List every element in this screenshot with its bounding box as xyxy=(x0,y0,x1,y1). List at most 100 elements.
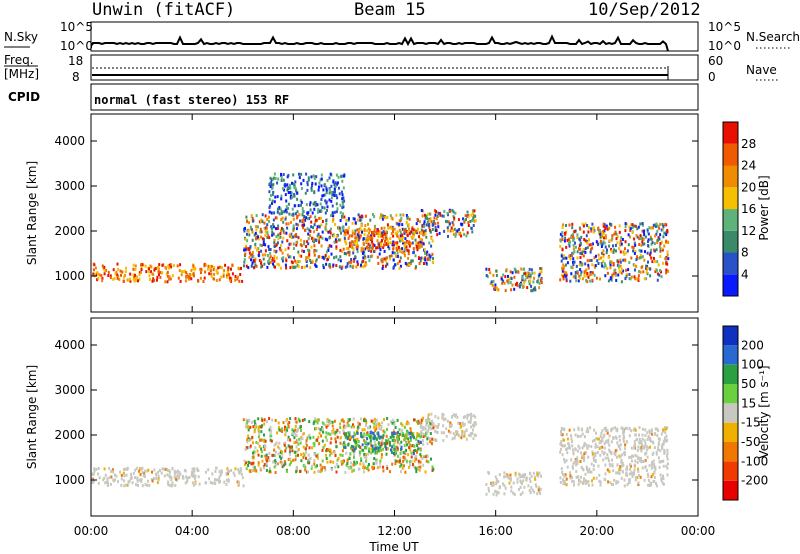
heatmap-cell xyxy=(340,214,343,218)
heatmap-cell xyxy=(255,214,258,218)
heatmap-cell xyxy=(642,270,645,274)
heatmap-cell xyxy=(442,424,445,428)
heatmap-cell xyxy=(406,230,409,234)
heatmap-cell xyxy=(591,246,594,250)
heatmap-cell xyxy=(288,445,291,449)
heatmap-cell xyxy=(599,453,602,457)
heatmap-cell xyxy=(400,217,403,221)
heatmap-cell xyxy=(643,478,646,482)
heatmap-cell xyxy=(410,241,413,245)
heatmap-cell xyxy=(410,432,413,436)
heatmap-cell xyxy=(271,184,273,188)
heatmap-cell xyxy=(417,439,420,443)
heatmap-cell xyxy=(224,263,227,267)
heatmap-cell xyxy=(452,229,454,232)
heatmap-cell xyxy=(633,463,636,467)
heatmap-cell xyxy=(443,209,446,213)
heatmap-cell xyxy=(615,278,618,282)
heatmap-cell xyxy=(624,229,627,233)
heatmap-cell xyxy=(638,441,641,445)
heatmap-cell xyxy=(650,432,653,436)
heatmap-cell xyxy=(428,253,431,257)
heatmap-cell xyxy=(338,226,341,230)
heatmap-cell xyxy=(411,444,414,448)
heatmap-cell xyxy=(285,419,288,423)
heatmap-cell xyxy=(208,272,211,276)
heatmap-cell xyxy=(604,426,607,430)
heatmap-cell xyxy=(132,273,135,277)
heatmap-cell xyxy=(523,267,526,271)
heatmap-cell xyxy=(277,452,280,456)
ytick-label: 3000 xyxy=(54,383,85,397)
heatmap-cell xyxy=(241,279,244,283)
heatmap-cell xyxy=(276,227,279,230)
heatmap-cell xyxy=(244,463,247,467)
heatmap-cell xyxy=(415,229,418,233)
heatmap-cell xyxy=(354,240,356,243)
heatmap-cell xyxy=(485,492,488,496)
heatmap-cell xyxy=(332,180,335,184)
heatmap-cell xyxy=(358,467,361,471)
heatmap-cell xyxy=(510,277,513,281)
heatmap-cell xyxy=(352,468,355,472)
heatmap-cell xyxy=(324,193,327,197)
heatmap-cell xyxy=(256,248,258,252)
heatmap-cell xyxy=(580,475,582,479)
heatmap-cell xyxy=(539,487,542,491)
heatmap-cell xyxy=(617,480,620,484)
heatmap-cell xyxy=(580,235,583,239)
heatmap-cell xyxy=(327,432,330,436)
heatmap-cell xyxy=(280,179,283,182)
heatmap-cell xyxy=(389,237,392,240)
heatmap-cell xyxy=(599,241,602,245)
heatmap-cell xyxy=(420,209,423,212)
heatmap-cell xyxy=(330,184,333,188)
heatmap-cell xyxy=(568,237,571,241)
heatmap-cell xyxy=(251,251,254,254)
heatmap-cell xyxy=(568,428,571,432)
heatmap-cell xyxy=(607,459,610,463)
heatmap-cell xyxy=(405,248,407,252)
heatmap-cell xyxy=(586,224,589,227)
heatmap-cell xyxy=(619,243,622,247)
heatmap-cell xyxy=(263,439,266,443)
heatmap-cell xyxy=(266,218,269,221)
heatmap-cell xyxy=(282,220,285,224)
heatmap-cell xyxy=(259,243,262,247)
heatmap-cell xyxy=(321,236,324,240)
heatmap-cell xyxy=(293,186,296,190)
heatmap-cell xyxy=(309,436,312,440)
colorbar-tick-label: 24 xyxy=(741,159,756,173)
heatmap-cell xyxy=(411,463,414,466)
heatmap-cell xyxy=(540,267,543,271)
heatmap-cell xyxy=(269,469,271,473)
heatmap-cell xyxy=(427,427,430,431)
freq-tick-top: 18 xyxy=(68,54,83,68)
heatmap-cell xyxy=(422,242,425,246)
heatmap-cell xyxy=(494,489,497,493)
heatmap-cell xyxy=(500,277,503,281)
heatmap-cell xyxy=(407,223,410,227)
heatmap-cell xyxy=(641,427,644,431)
heatmap-cell xyxy=(415,222,418,226)
heatmap-cell xyxy=(565,271,568,275)
heatmap-cell xyxy=(426,455,429,458)
heatmap-cell xyxy=(271,186,273,190)
heatmap-cell xyxy=(640,249,643,253)
heatmap-cell xyxy=(164,265,167,269)
heatmap-cell xyxy=(610,249,613,253)
heatmap-cell xyxy=(210,274,213,278)
heatmap-cell xyxy=(606,439,609,443)
heatmap-cell xyxy=(491,283,494,287)
heatmap-cell xyxy=(402,451,405,455)
heatmap-cell xyxy=(373,244,376,247)
heatmap-cell xyxy=(361,252,364,255)
heatmap-cell xyxy=(630,429,633,433)
heatmap-cell xyxy=(302,432,305,436)
heatmap-cell xyxy=(470,432,472,436)
heatmap-cell xyxy=(654,432,657,436)
heatmap-cell xyxy=(304,218,307,222)
heatmap-cell xyxy=(565,256,568,260)
colorbar-swatch xyxy=(723,122,738,144)
heatmap-cell xyxy=(400,234,403,238)
